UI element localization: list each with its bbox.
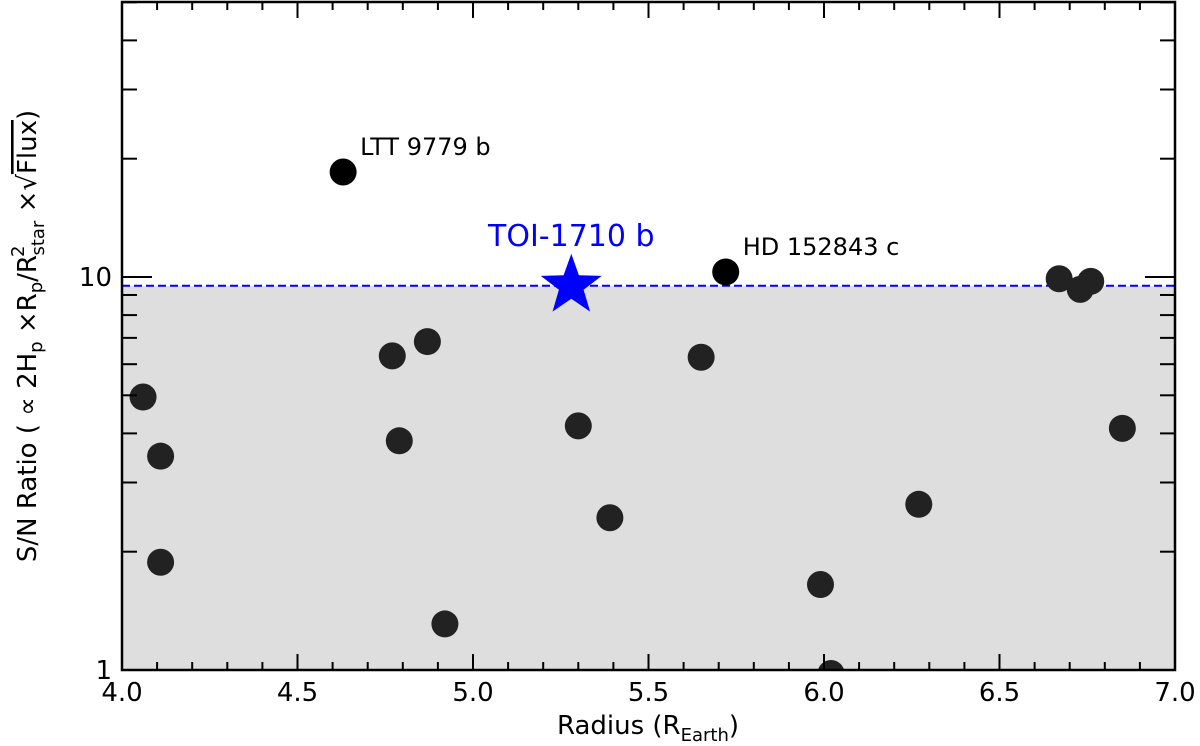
x-axis-label: Radius (REarth): [557, 711, 739, 746]
data-point: [413, 328, 441, 356]
x-tick-label: 5.0: [452, 678, 493, 708]
y-axis-label-main: S/N Ratio ( ∝ 2H: [13, 353, 43, 562]
data-point: [385, 427, 413, 455]
y-tick-label: 10: [79, 263, 112, 293]
y-axis-label: S/N Ratio ( ∝ 2Hp ×Rp/R2star ×√Flux): [8, 110, 49, 562]
x-tick-label: 7.0: [1154, 678, 1195, 708]
x-tick-label: 4.5: [277, 678, 318, 708]
data-point: [564, 412, 592, 440]
data-point: [378, 342, 406, 370]
x-axis-label-main: Radius (R: [557, 711, 681, 741]
data-point: [905, 490, 933, 518]
data-point: [147, 548, 175, 576]
highlight-star-marker: [540, 253, 602, 312]
x-tick-label: 6.5: [979, 678, 1020, 708]
x-axis-label-end: ): [729, 711, 739, 741]
data-point: [147, 442, 175, 470]
point-label: LTT 9779 b: [360, 133, 491, 161]
data-point: [1077, 267, 1105, 295]
x-tick-label: 4.0: [101, 678, 142, 708]
data-point: [1045, 265, 1073, 293]
point-label: HD 152843 c: [743, 233, 900, 261]
data-point: [806, 571, 834, 599]
x-tick-label: 5.5: [628, 678, 669, 708]
highlight-label: TOI-1710 b: [487, 219, 655, 254]
data-point: [1108, 414, 1136, 442]
data-point: [129, 383, 157, 411]
data-point: [687, 343, 715, 371]
data-point: [712, 258, 740, 286]
x-tick-label: 6.0: [803, 678, 844, 708]
data-point: [596, 504, 624, 532]
svg-text:S/N Ratio ( ∝ 2Hp ×Rp/R2star ×: S/N Ratio ( ∝ 2Hp ×Rp/R2star ×√Flux): [8, 110, 49, 562]
data-point: [329, 158, 357, 186]
y-tick-label: 1: [95, 656, 112, 686]
x-axis-label-sub: Earth: [681, 725, 729, 746]
noise-region-shading: [122, 285, 1175, 670]
data-point: [431, 610, 459, 638]
